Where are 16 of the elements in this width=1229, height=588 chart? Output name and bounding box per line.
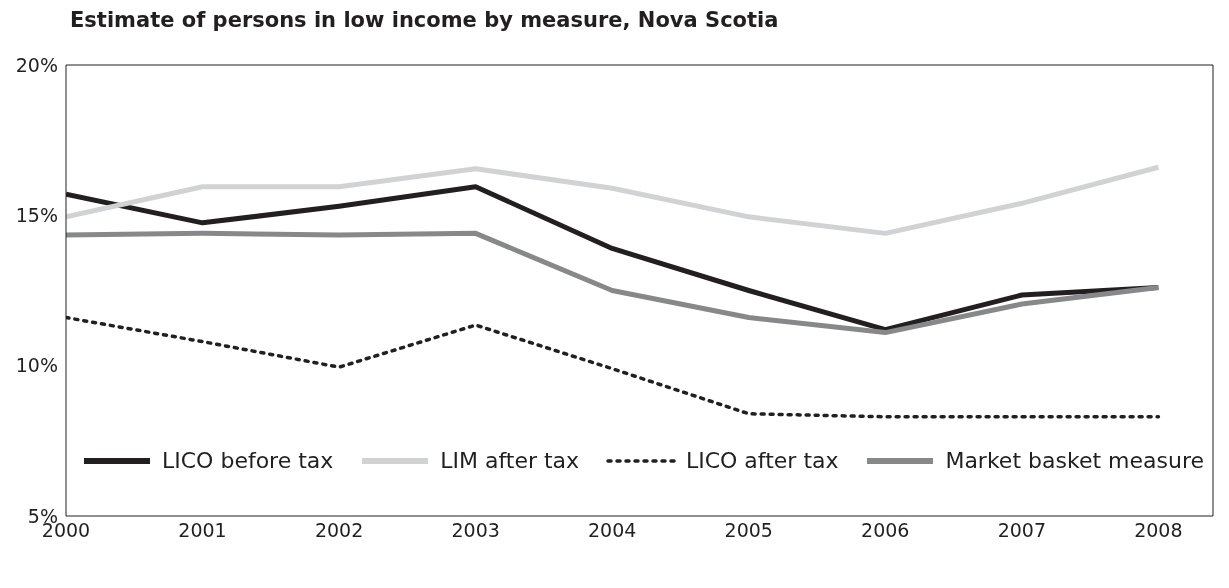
x-tick-label: 2008	[1134, 519, 1183, 542]
x-tick-label: 2001	[178, 519, 227, 542]
legend-label: Market basket measure	[945, 448, 1204, 473]
legend-label: LICO before tax	[162, 448, 334, 473]
x-tick-label: 2004	[588, 519, 637, 542]
y-tick-label: 20%	[15, 53, 58, 76]
legend-label: LIM after tax	[440, 448, 580, 473]
y-tick-label: 15%	[15, 204, 58, 227]
x-tick-label: 2002	[314, 519, 364, 542]
x-tick-label: 2007	[997, 519, 1047, 542]
y-tick-label: 10%	[15, 354, 58, 377]
legend-label: LICO after tax	[685, 448, 839, 473]
chart-title: Estimate of persons in low income by measure, Nova Scotia	[70, 8, 779, 32]
x-tick-label: 2005	[724, 519, 773, 542]
x-tick-label: 2003	[451, 519, 500, 542]
x-tick-label: 2006	[861, 519, 910, 542]
